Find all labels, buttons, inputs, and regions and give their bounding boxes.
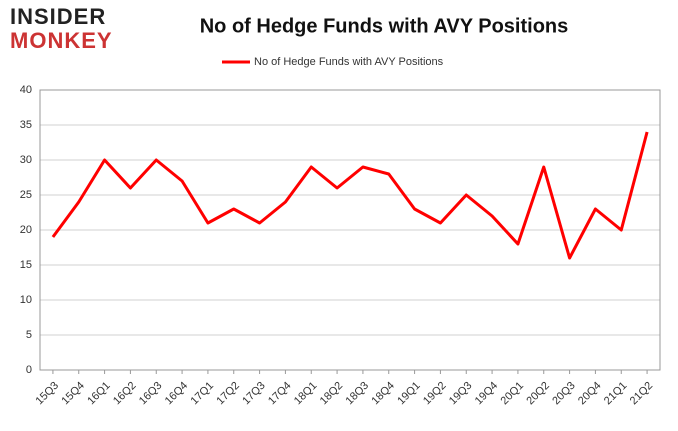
x-tick-label: 18Q4: [369, 380, 397, 408]
x-tick-label: 16Q2: [111, 380, 139, 408]
y-tick-label: 30: [20, 154, 32, 166]
y-tick-label: 20: [20, 224, 32, 236]
x-tick-label: 17Q3: [240, 380, 268, 408]
x-tick-label: 20Q4: [576, 380, 604, 408]
x-tick-label: 21Q1: [602, 380, 630, 408]
x-tick-label: 17Q2: [214, 380, 242, 408]
x-tick-label: 21Q2: [628, 380, 656, 408]
y-tick-label: 15: [20, 259, 32, 271]
x-tick-label: 17Q4: [266, 380, 294, 408]
plot-border: [39, 89, 661, 371]
x-tick-label: 18Q3: [344, 380, 372, 408]
x-tick-label: 16Q1: [85, 380, 113, 408]
x-tick-label: 16Q4: [163, 380, 191, 408]
x-tick-label: 18Q1: [292, 380, 320, 408]
x-tick-label: 16Q3: [137, 380, 165, 408]
y-tick-label: 0: [26, 364, 32, 376]
logo-line1: INSIDER: [10, 4, 106, 29]
y-tick-label: 35: [20, 119, 32, 131]
data-line: [51, 131, 649, 260]
x-tick-label: 15Q4: [59, 380, 87, 408]
x-tick-label: 17Q1: [189, 380, 217, 408]
y-tick-label: 25: [20, 189, 32, 201]
chart-title: No of Hedge Funds with AVY Positions: [200, 15, 569, 37]
legend-label: No of Hedge Funds with AVY Positions: [254, 56, 444, 68]
y-tick-label: 10: [20, 294, 32, 306]
x-tick-label: 15Q3: [34, 380, 62, 408]
y-tick-label: 40: [20, 84, 32, 96]
x-tick-label: 18Q2: [318, 380, 346, 408]
x-tick-label: 19Q1: [395, 380, 423, 408]
x-tick-label: 19Q3: [447, 380, 475, 408]
x-tick-label: 20Q2: [524, 380, 552, 408]
x-tick-label: 20Q3: [550, 380, 578, 408]
x-tick-label: 19Q4: [473, 380, 501, 408]
y-tick-label: 5: [26, 329, 32, 341]
logo-line2: MONKEY: [10, 28, 113, 53]
x-tick-label: 19Q2: [421, 380, 449, 408]
x-tick-label: 20Q1: [499, 380, 527, 408]
